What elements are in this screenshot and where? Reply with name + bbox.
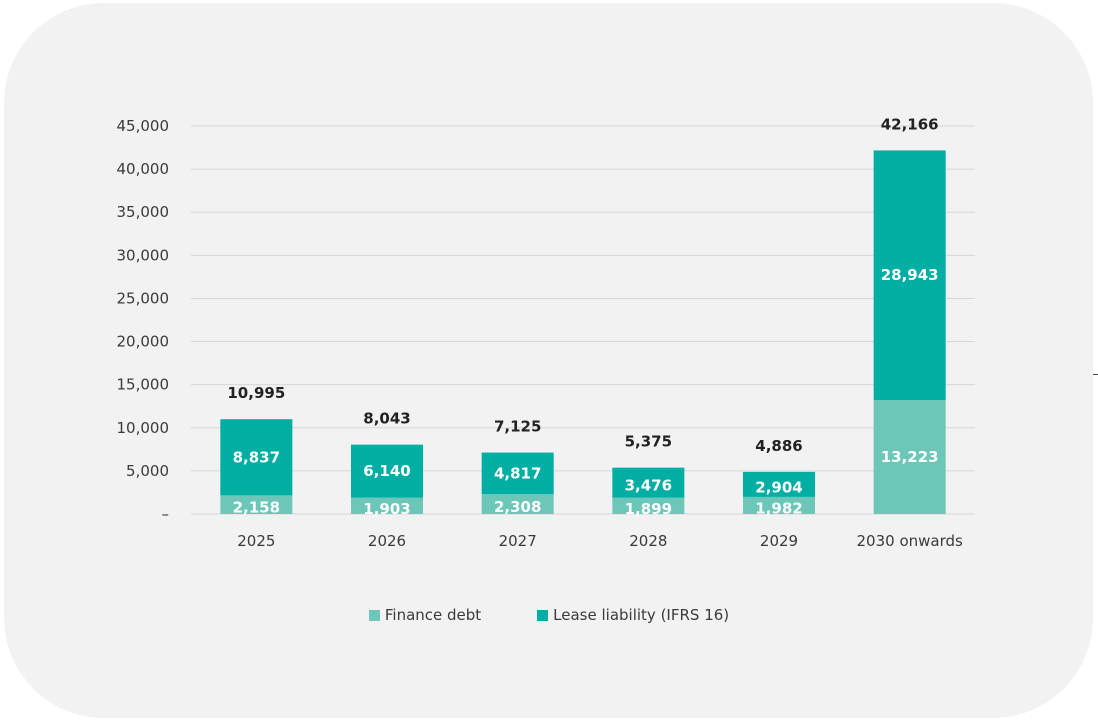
y-tick-label: 20,000 [117,333,170,351]
y-tick-label: 30,000 [117,246,170,264]
legend-swatch-lease-liability [537,609,549,621]
legend-item-lease-liability: Lease liability (IFRS 16) [537,606,729,624]
data-label: 2,904 [755,478,802,496]
total-label: 10,995 [227,384,285,402]
total-label: 8,043 [363,410,410,428]
legend: Finance debt Lease liability (IFRS 16) [0,606,1098,624]
x-tick-label: 2029 [760,532,798,550]
legend-label-lease-liability: Lease liability (IFRS 16) [553,606,730,624]
x-tick-label: 2030 onwards [857,532,964,550]
bar-segment-finance-debt [351,497,423,514]
data-label: 1,982 [755,499,802,517]
y-tick-label: – [162,505,170,523]
x-tick-label: 2028 [629,532,667,550]
y-tick-label: 45,000 [117,117,170,135]
total-label: 5,375 [625,433,672,451]
total-label: 4,886 [755,437,802,455]
data-label: 2,158 [233,499,280,517]
y-tick-label: 35,000 [117,203,170,221]
data-label: 3,476 [625,477,672,495]
bar-segment-lease-liability [743,471,815,497]
bar-segment-lease-liability [873,150,946,400]
total-label: 42,166 [881,115,939,133]
bar-segment-lease-liability [612,467,685,498]
data-label: 1,903 [363,500,410,518]
y-tick-label: 40,000 [117,160,170,178]
bar-segment-finance-debt [220,495,293,514]
edge-tick-mark [1093,374,1098,375]
data-label: 8,837 [233,448,280,466]
legend-item-finance-debt: Finance debt [368,606,482,624]
bar-segment-finance-debt [612,497,685,514]
data-label: 1,899 [625,500,672,518]
bar-segment-finance-debt [481,494,554,514]
total-label: 7,125 [494,418,541,436]
bar-segment-finance-debt [743,496,815,514]
bar-segment-lease-liability [220,419,293,496]
y-axis-ticks: – 5,000 10,000 15,000 20,000 25,000 30,000 35,0… [117,117,170,523]
y-tick-label: 5,000 [126,462,169,480]
y-tick-label: 15,000 [117,376,170,394]
gridlines [191,125,975,515]
data-label: 2,308 [494,498,541,516]
legend-label-finance-debt: Finance debt [384,606,482,624]
x-tick-label: 2026 [368,532,406,550]
legend-swatch-finance-debt [368,609,380,621]
data-label: 4,817 [494,464,541,482]
y-tick-label: 25,000 [117,289,170,307]
y-tick-label: 10,000 [117,419,170,437]
data-label: 28,943 [881,266,939,284]
bar-segment-finance-debt [873,399,946,514]
bar-segment-lease-liability [351,444,423,498]
data-label: 13,223 [881,448,939,466]
x-tick-label: 2025 [237,532,275,550]
x-tick-label: 2027 [499,532,537,550]
bars: 2,158 8,837 10,995 1,903 6,140 8,043 2,308 4,81… [220,115,946,518]
bar-segment-lease-liability [481,452,554,495]
x-axis-labels: 2025 2026 2027 2028 2029 2030 onwards [237,532,963,550]
data-label: 6,140 [363,462,410,480]
